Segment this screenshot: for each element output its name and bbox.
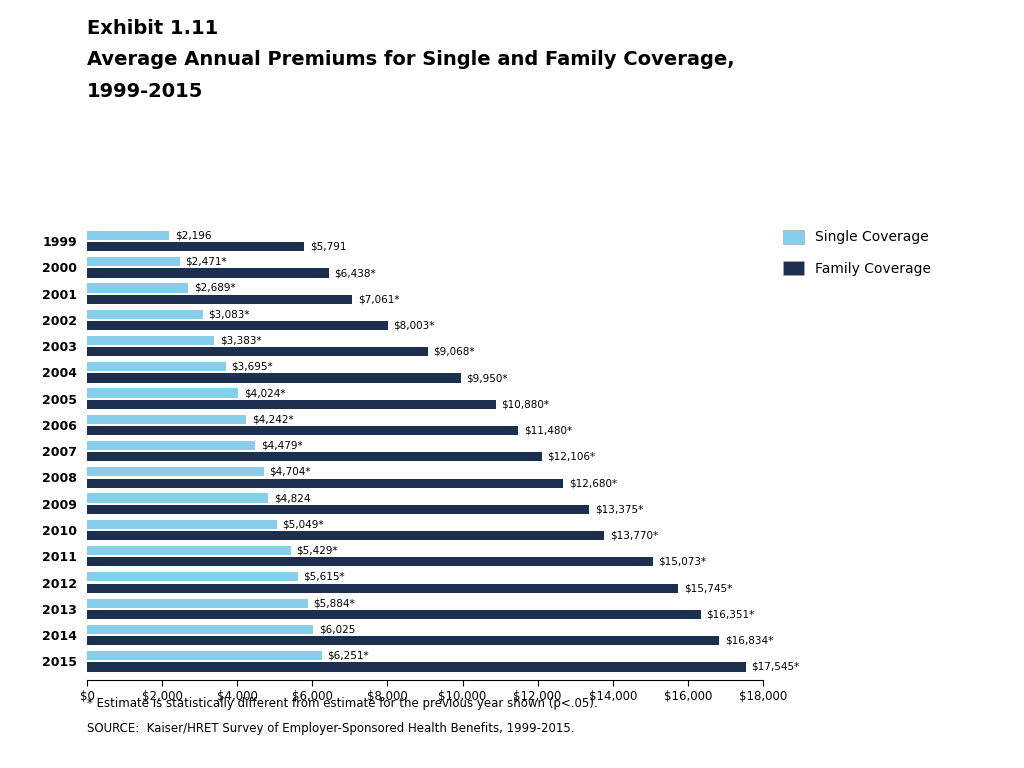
Text: $9,068*: $9,068*: [433, 347, 475, 357]
Bar: [87, 399, 496, 409]
Bar: [87, 494, 268, 503]
Bar: [87, 558, 653, 567]
Bar: [87, 269, 329, 277]
Text: $5,884*: $5,884*: [313, 598, 355, 608]
Text: $13,770*: $13,770*: [609, 531, 657, 541]
Text: Average Annual Premiums for Single and Family Coverage,: Average Annual Premiums for Single and F…: [87, 50, 734, 69]
Bar: [87, 426, 518, 435]
Bar: [87, 295, 352, 304]
Text: $15,745*: $15,745*: [684, 583, 732, 593]
Bar: [87, 467, 263, 476]
Text: FOUNDATION: FOUNDATION: [920, 746, 967, 752]
Bar: [87, 362, 225, 372]
Bar: [87, 584, 678, 593]
Text: $8,003*: $8,003*: [393, 320, 434, 330]
Bar: [87, 310, 203, 319]
Legend: Single Coverage, Family Coverage: Single Coverage, Family Coverage: [783, 230, 931, 276]
Text: $6,251*: $6,251*: [328, 650, 369, 660]
Text: $4,242*: $4,242*: [252, 414, 294, 424]
Bar: [87, 598, 308, 607]
Text: $4,704*: $4,704*: [269, 467, 311, 477]
Text: $12,106*: $12,106*: [547, 452, 595, 462]
Bar: [87, 636, 719, 645]
Text: $9,950*: $9,950*: [466, 373, 508, 383]
Text: Exhibit 1.11: Exhibit 1.11: [87, 19, 218, 38]
Bar: [87, 231, 170, 240]
Bar: [87, 452, 542, 462]
Bar: [87, 283, 188, 293]
Text: $5,049*: $5,049*: [283, 519, 324, 529]
Text: $11,480*: $11,480*: [523, 425, 571, 435]
Text: $16,351*: $16,351*: [707, 610, 755, 620]
Bar: [87, 625, 313, 634]
Text: 1999-2015: 1999-2015: [87, 82, 204, 101]
Text: $2,689*: $2,689*: [194, 283, 236, 293]
Text: $12,680*: $12,680*: [568, 478, 616, 488]
Text: $17,545*: $17,545*: [752, 662, 800, 672]
Text: $7,061*: $7,061*: [357, 294, 399, 304]
Bar: [87, 531, 604, 540]
Text: $4,824: $4,824: [273, 493, 310, 503]
Text: $4,479*: $4,479*: [261, 441, 302, 451]
Text: $3,695*: $3,695*: [231, 362, 273, 372]
Text: SOURCE:  Kaiser/HRET Survey of Employer-Sponsored Health Benefits, 1999-2015.: SOURCE: Kaiser/HRET Survey of Employer-S…: [87, 722, 574, 735]
Bar: [87, 651, 322, 660]
Bar: [87, 610, 701, 619]
Text: $5,429*: $5,429*: [297, 545, 338, 555]
Bar: [87, 520, 276, 529]
Bar: [87, 546, 291, 555]
Text: $13,375*: $13,375*: [595, 505, 643, 515]
Text: $2,196: $2,196: [175, 230, 212, 240]
Text: $5,791: $5,791: [310, 242, 346, 252]
Bar: [87, 478, 563, 488]
Bar: [87, 662, 745, 671]
Text: $6,438*: $6,438*: [335, 268, 376, 278]
Bar: [87, 389, 239, 398]
Text: $3,383*: $3,383*: [220, 336, 261, 346]
Bar: [87, 441, 255, 450]
Bar: [87, 572, 298, 581]
Text: $6,025: $6,025: [318, 624, 355, 634]
Bar: [87, 347, 427, 356]
Bar: [87, 373, 461, 382]
Text: $16,834*: $16,834*: [725, 636, 773, 646]
Text: $2,471*: $2,471*: [185, 257, 227, 266]
Bar: [87, 242, 304, 251]
Text: KAISER: KAISER: [914, 709, 972, 723]
Text: THE HENRY J.: THE HENRY J.: [920, 691, 967, 697]
Bar: [87, 336, 214, 345]
Text: $3,083*: $3,083*: [209, 310, 250, 319]
Bar: [87, 415, 247, 424]
Bar: [87, 321, 387, 330]
Bar: [87, 257, 180, 266]
Text: $10,880*: $10,880*: [501, 399, 549, 409]
Text: $15,073*: $15,073*: [658, 557, 707, 567]
Text: $5,615*: $5,615*: [303, 572, 345, 582]
Text: FAMILY: FAMILY: [915, 729, 971, 743]
Text: * Estimate is statistically different from estimate for the previous year shown : * Estimate is statistically different fr…: [87, 697, 598, 710]
Bar: [87, 505, 589, 514]
Text: $4,024*: $4,024*: [244, 388, 286, 398]
